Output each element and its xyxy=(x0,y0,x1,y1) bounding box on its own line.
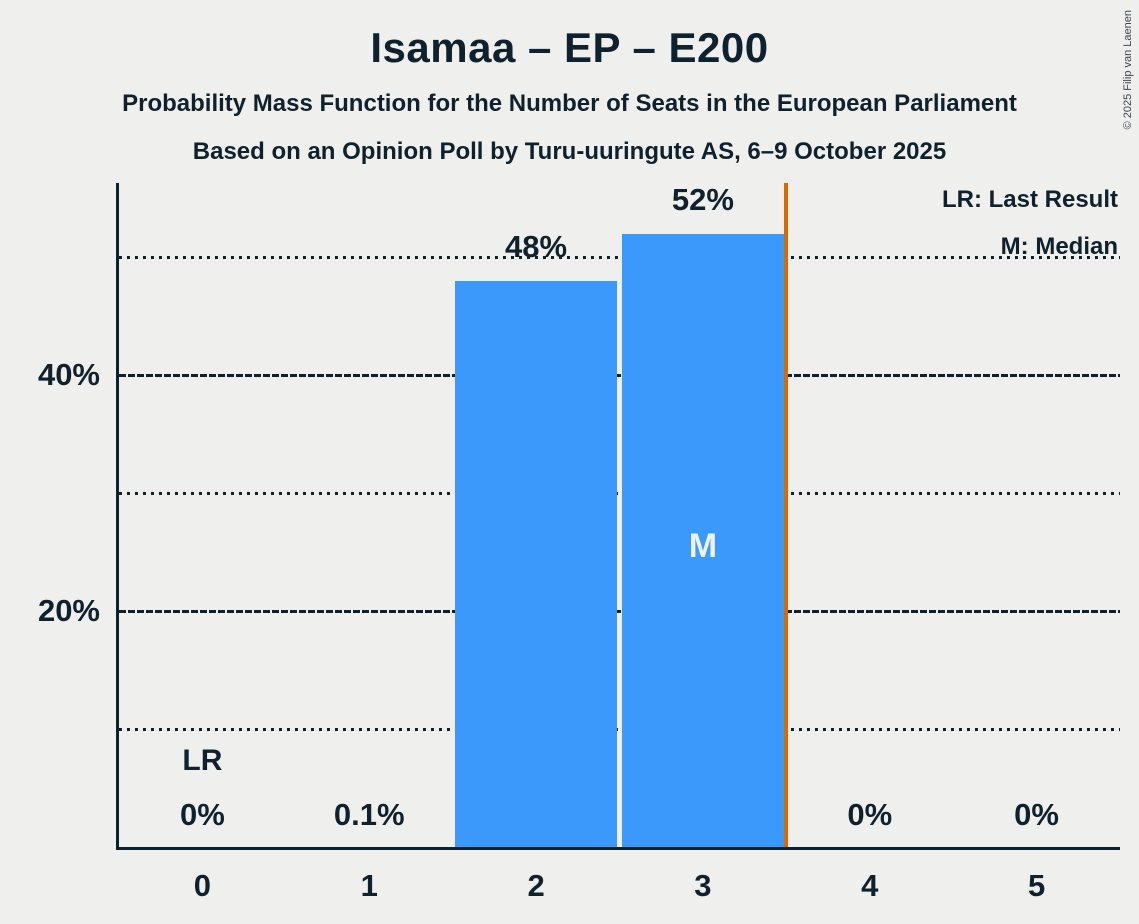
x-axis-label: 3 xyxy=(694,868,712,903)
y-axis-line xyxy=(116,183,119,850)
chart-subtitle: Probability Mass Function for the Number… xyxy=(122,90,1017,117)
y-axis-tick-label: 40% xyxy=(37,357,100,393)
chart-source-subtitle: Based on an Opinion Poll by Turu-uuringu… xyxy=(192,138,947,165)
x-axis-label: 2 xyxy=(527,868,545,903)
orange-marker-line xyxy=(784,183,789,847)
chart-title: Isamaa – EP – E200 xyxy=(370,24,769,71)
x-axis-label: 5 xyxy=(1027,868,1046,903)
x-axis-label: 1 xyxy=(360,868,378,903)
bar-seat-3 xyxy=(621,233,785,847)
x-axis-line xyxy=(116,847,1120,850)
bar-seat-2 xyxy=(454,280,618,847)
x-axis-label: 4 xyxy=(861,868,879,903)
x-axis-label: 0 xyxy=(193,868,212,903)
gridline-50pct xyxy=(119,256,1120,260)
y-axis-tick-label: 20% xyxy=(37,593,100,629)
gridline-20pct xyxy=(119,610,1120,614)
bar-value-label: 0% xyxy=(1014,797,1059,832)
gridline-40pct xyxy=(119,374,1120,378)
gridline-30pct xyxy=(119,492,1120,496)
copyright-notice: © 2025 Filip van Laenen xyxy=(1122,6,1138,136)
bar-value-label: 0.1% xyxy=(333,797,405,832)
bar-value-label: 48% xyxy=(505,228,568,264)
bar-value-label: 52% xyxy=(671,181,734,217)
legend-median: M: Median xyxy=(1000,233,1118,260)
bar-value-label: 0% xyxy=(180,797,225,832)
copyright-text: © 2025 Filip van Laenen xyxy=(1122,10,1134,130)
bar-value-label: 0% xyxy=(847,797,893,832)
plot-area: 0% 0 0.1% 1 48% 2 52% 3 0% 4 0% 5 LR M xyxy=(116,181,1120,903)
last-result-marker: LR xyxy=(182,744,223,777)
gridline-10pct xyxy=(119,728,1120,732)
legend-last-result: LR: Last Result xyxy=(941,186,1118,213)
median-marker: M xyxy=(688,527,718,565)
